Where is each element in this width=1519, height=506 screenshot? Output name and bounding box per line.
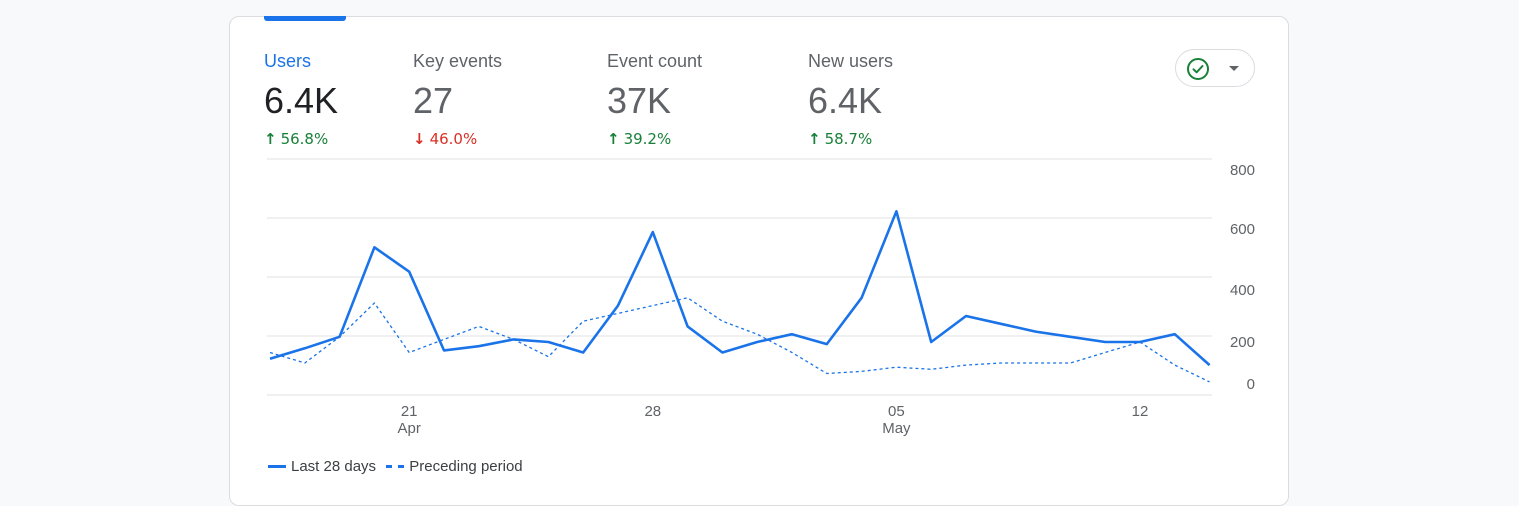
metric-change-value: 46.0% bbox=[429, 130, 478, 148]
analytics-card bbox=[229, 16, 1289, 506]
metric-value: 6.4K bbox=[808, 80, 883, 121]
status-dropdown-button[interactable] bbox=[1175, 49, 1255, 87]
y-tick-label: 800 bbox=[1230, 162, 1255, 179]
x-tick-label: 05 bbox=[888, 403, 905, 420]
active-tab-indicator bbox=[264, 16, 346, 21]
series-line-preceding-period bbox=[269, 297, 1210, 383]
legend-label-previous: Preceding period bbox=[409, 458, 523, 475]
metric-value: 37K bbox=[607, 80, 672, 121]
x-tick-label: 28 bbox=[644, 403, 661, 420]
metric-change: ↑ 56.8% bbox=[264, 130, 338, 148]
metric-change: ↓ 46.0% bbox=[413, 130, 502, 148]
metric-change: ↑ 58.7% bbox=[808, 130, 893, 148]
metric-label: Key events bbox=[413, 51, 503, 71]
y-tick-label: 200 bbox=[1230, 334, 1255, 351]
metric-value: 27 bbox=[413, 80, 454, 121]
y-tick-label: 400 bbox=[1230, 282, 1255, 299]
metric-change: ↑ 39.2% bbox=[607, 130, 702, 148]
metric-tab-key-events[interactable]: Key events 27 ↓ 46.0% bbox=[413, 50, 502, 148]
metric-change-value: 58.7% bbox=[824, 130, 873, 148]
metric-label: Users bbox=[264, 51, 312, 71]
metric-label: Event count bbox=[607, 51, 703, 71]
legend-item-previous[interactable]: Preceding period bbox=[386, 458, 523, 475]
caret-down-icon bbox=[1229, 66, 1239, 71]
x-tick-label: 21 bbox=[401, 403, 418, 420]
y-tick-label: 600 bbox=[1230, 221, 1255, 238]
metric-change-value: 56.8% bbox=[280, 130, 329, 148]
solid-line-swatch bbox=[268, 465, 286, 468]
metric-label: New users bbox=[808, 51, 894, 71]
series-line-last-28-days bbox=[269, 210, 1211, 367]
chart-legend: Last 28 days Preceding period bbox=[268, 455, 529, 475]
y-tick-label: 0 bbox=[1247, 376, 1255, 393]
x-tick-month-label: May bbox=[882, 420, 911, 437]
metric-value: 6.4K bbox=[264, 80, 339, 121]
metric-tab-users[interactable]: Users 6.4K ↑ 56.8% bbox=[264, 50, 338, 148]
metric-tab-event-count[interactable]: Event count 37K ↑ 39.2% bbox=[607, 50, 702, 148]
metric-tab-new-users[interactable]: New users 6.4K ↑ 58.7% bbox=[808, 50, 893, 148]
x-tick-month-label: Apr bbox=[398, 420, 421, 437]
arrow-up-icon: ↑ bbox=[808, 130, 821, 148]
check-circle-icon bbox=[1187, 58, 1209, 80]
legend-item-current[interactable]: Last 28 days bbox=[268, 458, 376, 475]
arrow-up-icon: ↑ bbox=[264, 130, 277, 148]
arrow-up-icon: ↑ bbox=[607, 130, 620, 148]
legend-label-current: Last 28 days bbox=[291, 458, 377, 475]
x-tick-label: 12 bbox=[1132, 403, 1149, 420]
metric-change-value: 39.2% bbox=[623, 130, 672, 148]
dashed-line-swatch bbox=[386, 465, 405, 468]
arrow-down-icon: ↓ bbox=[413, 130, 426, 148]
